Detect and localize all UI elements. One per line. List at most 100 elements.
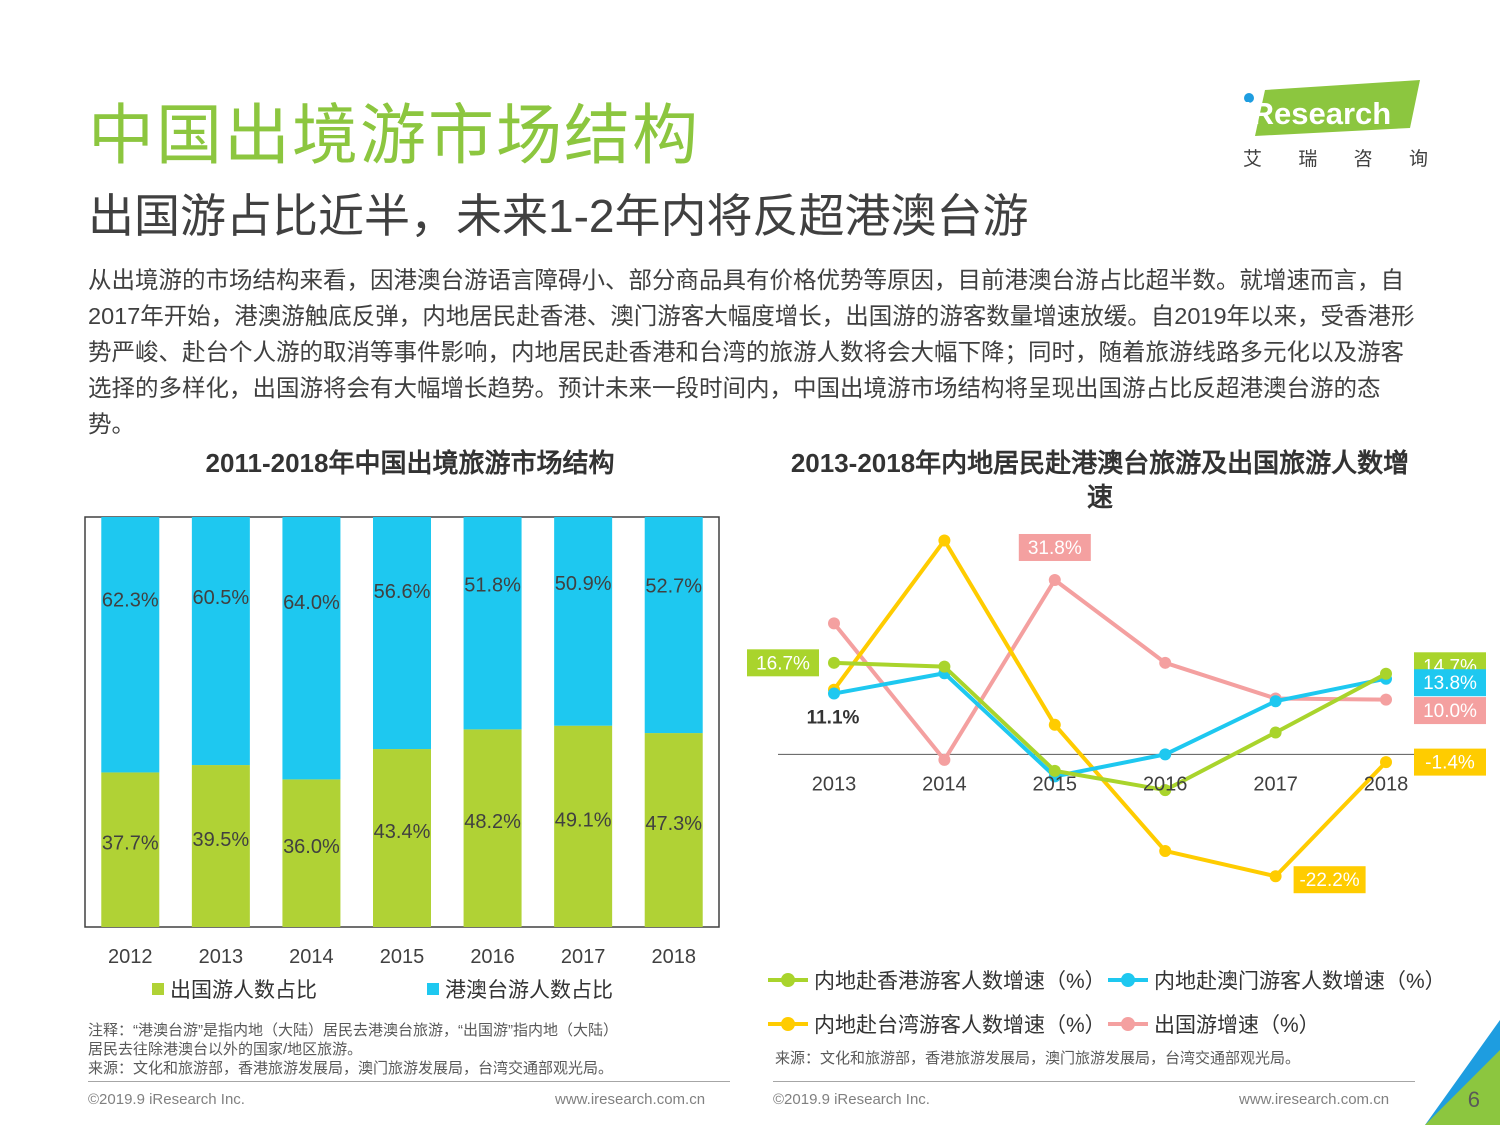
footer-divider-left [88,1081,730,1082]
data-point [1380,667,1392,680]
x-tick-label: 2017 [561,946,606,968]
url-left[interactable]: www.iresearch.com.cn [555,1091,706,1108]
data-point [1159,784,1172,797]
data-label-box [1414,748,1486,776]
x-tick-label: 2017 [1253,773,1298,795]
series-line [832,577,1387,762]
legend-item-taiwan: 内地赴台湾游客人数增速（%） [768,1009,1106,1039]
legend-item-abroad: 出国游人数占比 [152,974,317,1004]
bar-segment [644,733,703,927]
data-label-box [1293,866,1366,894]
data-point [1269,695,1282,708]
data-point [1159,656,1172,669]
data-label: 10.0% [1423,701,1477,722]
legend-item-macau: 内地赴澳门游客人数增速（%） [1108,965,1446,995]
legend-swatch-green [152,983,164,995]
data-label-box [747,649,819,677]
bar-data-label: 39.5% [192,829,249,851]
bar-data-label: 48.2% [464,811,521,833]
x-tick-label: 2016 [470,946,514,968]
data-point [1380,756,1392,769]
note-line: 注释：“港澳台游”是指内地（大陆）居民去港澳台旅游，“出国游”指内地（大陆） [88,1022,618,1039]
bar-data-label: 43.4% [374,821,431,843]
bar-segment [463,517,522,730]
x-tick-label: 2016 [1143,773,1188,795]
data-point [1048,573,1061,586]
x-tick-label: 2018 [1364,773,1409,795]
bar-data-label: 52.7% [645,576,702,598]
bar-data-label: 37.7% [102,833,159,855]
bar-segment [101,772,160,927]
data-label: 13.8% [1423,673,1477,694]
copyright-right: ©2019.9 iResearch Inc. [773,1091,930,1108]
bar-data-label: 62.3% [102,589,159,611]
bar-data-label: 60.5% [192,587,249,609]
data-label: 16.7% [756,653,810,674]
legend-label: 内地赴香港游客人数增速（%） [814,970,1106,993]
bar-data-label: 56.6% [374,581,431,603]
data-point [1048,764,1061,777]
legend-item-abroad-growth: 出国游增速（%） [1108,1009,1320,1039]
legend-label: 港澳台游人数占比 [445,979,613,1002]
bar-data-label: 51.8% [464,574,521,596]
legend-label: 内地赴澳门游客人数增速（%） [1154,970,1446,993]
bar-segment [644,517,703,734]
series-line [833,671,1387,779]
right-source: 来源：文化和旅游部，香港旅游发展局，澳门旅游发展局，台湾交通部观光局。 [775,1050,1301,1067]
footer-divider-right [773,1081,1415,1082]
page-title: 中国出境游市场结构 [88,98,700,172]
data-point [938,534,951,547]
data-label: 11.1% [807,708,860,729]
stacked-bar-chart: 37.7% 62.3% 2012 39.5% 60.5% 2013 36.0% 64.0% 20… [84,516,720,968]
data-point [938,660,951,673]
x-tick-label: 2015 [380,946,425,968]
data-point [828,617,840,630]
data-label-box [1414,697,1486,725]
legend-label: 出国游人数占比 [170,979,317,1002]
bar-segment [191,517,250,766]
legend-swatch-blue [427,983,439,995]
intro-paragraph: 从出境游的市场结构来看，因港澳台游语言障碍小、部分商品具有价格优势等原因，目前港… [88,267,1415,437]
x-tick-label: 2012 [108,946,152,968]
data-label-box [1414,669,1486,697]
x-tick-label: 2014 [289,946,334,968]
data-point [1269,870,1282,883]
bar-segment [282,779,341,927]
bar-segment [373,517,431,750]
bar-segment [554,517,613,726]
bar-data-label: 50.9% [555,573,612,595]
source-line: 来源：文化和旅游部，香港旅游发展局，澳门旅游发展局，台湾交通部观光局。 [88,1060,614,1077]
data-point [1048,718,1061,731]
x-tick-label: 2015 [1033,773,1078,795]
bar-data-label: 36.0% [283,836,340,858]
data-label: -22.2% [1299,870,1359,891]
legend-item-hmt: 港澳台游人数占比 [427,974,613,1004]
bar-segment [373,749,431,927]
bar-data-label: 64.0% [283,592,340,614]
data-point [828,656,840,669]
data-label: 31.8% [1028,538,1082,559]
bar-segment [282,517,341,780]
legend-label: 出国游增速（%） [1154,1014,1320,1037]
data-point [1159,844,1172,857]
data-point [1269,726,1282,739]
x-tick-label: 2014 [922,773,967,795]
iresearch-logo: iResearch 艾 瑞 咨 询 [1235,78,1435,173]
page-number: 6 [1467,1087,1480,1112]
series-line [832,538,1388,879]
bar-segment [554,725,613,927]
logo-subtext: 艾 瑞 咨 询 [1243,148,1428,170]
bar-data-label: 47.3% [645,813,702,835]
bar-segment [463,729,522,927]
data-point [1380,693,1392,706]
right-chart-title: 2013-2018年内地居民赴港澳台旅游及出国旅游人数增速 [790,448,1410,512]
x-tick-label: 2013 [812,773,857,795]
url-right[interactable]: www.iresearch.com.cn [1239,1091,1390,1108]
legend-item-hk: 内地赴香港游客人数增速（%） [768,965,1106,995]
line-chart: 2013 2014 2015 2016 2017 2018 16.7% 11.1% 31.8% 1… [747,533,1486,894]
data-point [938,753,951,766]
left-notes: 注释：“港澳台游”是指内地（大陆）居民去港澳台旅游，“出国游”指内地（大陆） 居… [88,1021,738,1078]
data-point [828,687,840,700]
data-label: -1.4% [1425,753,1475,774]
corner-decoration [1425,1020,1500,1125]
